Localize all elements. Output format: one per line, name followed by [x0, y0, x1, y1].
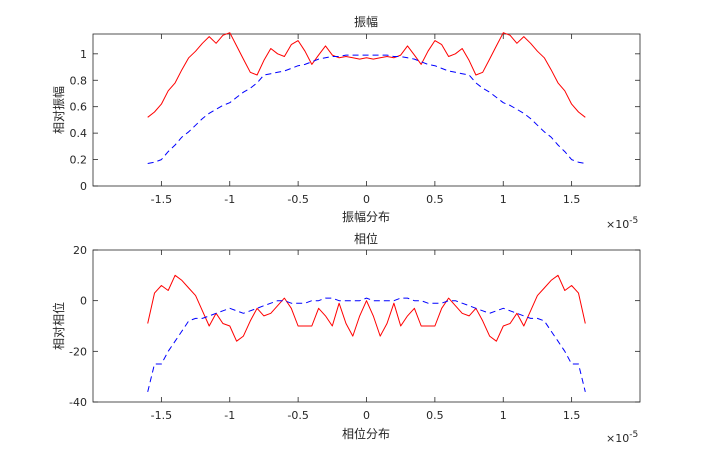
phase-xtick-label: 1.5 [563, 409, 581, 422]
amplitude-ytick-label: 0.8 [70, 74, 88, 87]
amplitude-plot-area: -1.5 -1 -0.5 0 0.5 1 1.5 0 0.2 0.4 0.6 0.8 1 [70, 32, 641, 206]
phase-axes: 相位 相位分布 相对相位 ×10-5 -1.5 -1 -0.5 0 0.5 1 1.5 -40… [51, 231, 641, 445]
amplitude-series-line-dashed [147, 54, 586, 164]
phase-x-exponent: ×10-5 [606, 430, 638, 445]
amplitude-axes: 振幅 振幅分布 相对振幅 ×10-5 -1.5 -1 -0.5 0 0.5 1 1.5 0 0.… [51, 14, 641, 231]
amplitude-xlabel: 振幅分布 [342, 209, 390, 224]
phase-xtick-label: -1.5 [151, 409, 172, 422]
phase-xtick-label: -1 [224, 409, 235, 422]
amplitude-ytick-label: 0.4 [70, 127, 88, 140]
amplitude-ytick-label: 1 [80, 48, 87, 61]
amplitude-xtick-label: 0 [363, 193, 370, 206]
amplitude-xtick-label: -0.5 [287, 193, 308, 206]
amplitude-ytick-label: 0.2 [70, 154, 88, 167]
phase-xtick-label: 0 [363, 409, 370, 422]
amplitude-xtick-label: 1.5 [563, 193, 581, 206]
phase-ylabel: 相对相位 [51, 302, 66, 350]
phase-xtick-label: 1 [500, 409, 507, 422]
amplitude-xtick-label: 1 [500, 193, 507, 206]
amplitude-series-line-solid [147, 32, 586, 118]
phase-ytick-label: -40 [69, 396, 87, 409]
phase-xlabel: 相位分布 [342, 426, 390, 441]
amplitude-xtick-label: -1.5 [151, 193, 172, 206]
phase-ytick-label: 0 [80, 295, 87, 308]
phase-ytick-label: -20 [69, 345, 87, 358]
phase-title: 相位 [354, 231, 378, 246]
amplitude-ylabel: 相对振幅 [51, 86, 66, 134]
phase-series-line-solid [147, 274, 586, 342]
phase-ytick-label: 20 [73, 244, 87, 257]
amplitude-title: 振幅 [354, 14, 378, 29]
amplitude-xtick-label: -1 [224, 193, 235, 206]
phase-xtick-label: -0.5 [287, 409, 308, 422]
phase-xtick-label: 0.5 [426, 409, 444, 422]
amplitude-ytick-label: 0.6 [70, 101, 88, 114]
phase-plot-area: -1.5 -1 -0.5 0 0.5 1 1.5 -40 -20 0 20 [69, 244, 641, 422]
phase-series-line-dashed [147, 297, 586, 393]
amplitude-xtick-label: 0.5 [426, 193, 444, 206]
amplitude-ytick-label: 0 [80, 180, 87, 193]
amplitude-x-exponent: ×10-5 [606, 216, 638, 231]
